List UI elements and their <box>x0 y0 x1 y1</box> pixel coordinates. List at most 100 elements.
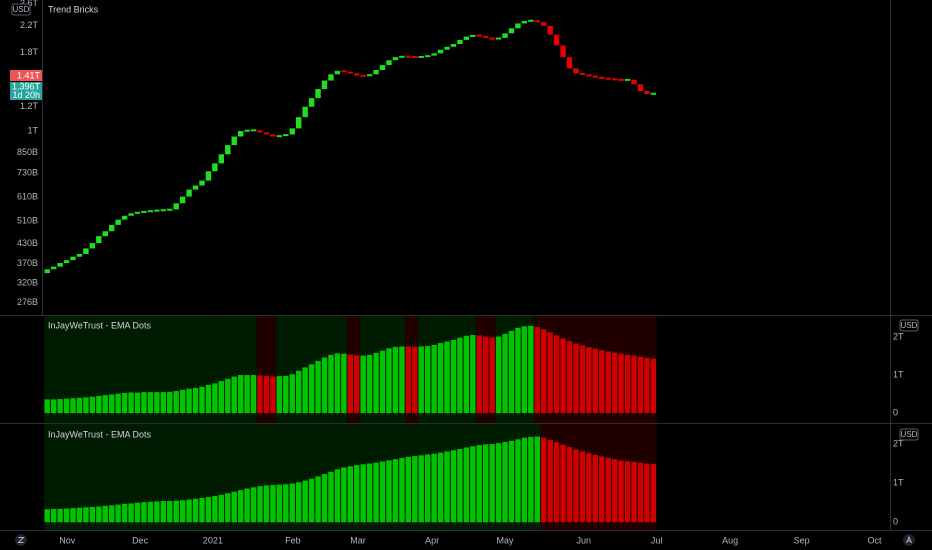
bar <box>225 378 231 414</box>
brick <box>489 37 495 40</box>
brick <box>418 55 424 58</box>
brick <box>128 213 134 216</box>
bar <box>321 357 328 414</box>
bar <box>573 449 579 523</box>
x-tick-label: Jul <box>651 535 663 545</box>
bar <box>405 456 412 523</box>
bar <box>502 333 508 414</box>
bar <box>257 486 263 523</box>
bar <box>89 396 96 414</box>
brick <box>405 55 412 58</box>
brick <box>392 57 399 61</box>
bar <box>489 337 495 414</box>
bar <box>444 451 450 523</box>
signal-shade <box>205 316 212 423</box>
brick <box>96 236 102 244</box>
bar <box>63 398 70 414</box>
bar <box>644 463 650 523</box>
signal-shade <box>256 424 264 530</box>
bar <box>96 506 102 523</box>
brick <box>250 129 257 132</box>
brick <box>205 171 212 181</box>
signal-shade <box>82 316 90 423</box>
brick <box>379 65 386 71</box>
brick <box>328 74 334 81</box>
x-tick-label: Nov <box>59 535 76 545</box>
bar <box>650 358 657 414</box>
x-tick-label: 2021 <box>203 535 223 545</box>
y-tick-label: 1T <box>893 477 904 487</box>
signal-shade <box>224 316 231 423</box>
signal-shade <box>69 424 77 530</box>
bar <box>57 399 63 414</box>
bar <box>179 500 186 523</box>
brick <box>431 53 437 56</box>
bar <box>134 392 141 414</box>
y-tick-label: 850B <box>17 147 38 157</box>
signal-shade <box>269 316 277 423</box>
bar <box>392 459 399 523</box>
signal-shade <box>89 424 96 530</box>
bar <box>250 487 257 523</box>
bar <box>360 355 366 414</box>
brick <box>225 145 231 155</box>
brick <box>302 106 308 118</box>
bar <box>573 343 579 414</box>
brick <box>586 74 592 77</box>
brick <box>334 70 341 75</box>
bar <box>373 352 379 414</box>
bar <box>418 455 424 523</box>
brick <box>573 68 579 74</box>
bar <box>637 462 644 523</box>
signal-shade <box>179 316 186 423</box>
bar <box>141 392 147 414</box>
signal-shade <box>192 316 199 423</box>
signal-shade <box>76 424 83 530</box>
y-tick-label: 320B <box>17 277 38 287</box>
brick <box>482 35 489 38</box>
brick <box>63 260 70 264</box>
bar <box>412 346 418 414</box>
bar <box>605 351 611 414</box>
y-tick-label: 1.2T <box>20 101 39 111</box>
signal-shade <box>172 424 180 530</box>
bar <box>560 444 566 523</box>
bar <box>218 381 225 414</box>
brick <box>308 98 315 107</box>
bar <box>463 335 470 414</box>
bar <box>347 354 353 414</box>
bar <box>470 446 476 523</box>
x-tick-label: Jun <box>576 535 591 545</box>
signal-shade <box>127 316 135 423</box>
signal-shade <box>256 316 264 423</box>
bar <box>450 339 457 414</box>
bar <box>431 344 437 414</box>
brick <box>611 78 618 81</box>
price-tag-label: 1.396T <box>12 81 41 91</box>
signal-shade <box>250 316 257 423</box>
bar <box>360 464 366 523</box>
brick <box>289 128 295 135</box>
bar <box>541 437 547 523</box>
bar <box>521 326 528 414</box>
bar <box>218 494 225 523</box>
signal-shade <box>56 424 64 530</box>
signal-shade <box>218 424 225 530</box>
bar <box>495 336 502 414</box>
bar <box>373 462 379 523</box>
bar <box>108 505 115 523</box>
bar <box>244 375 250 414</box>
signal-shade <box>153 316 161 423</box>
signal-shade <box>147 424 154 530</box>
bar <box>63 508 70 523</box>
bar <box>508 440 515 523</box>
bar <box>205 497 212 523</box>
brick <box>341 70 347 73</box>
signal-shade <box>140 424 148 530</box>
bar <box>147 501 154 523</box>
bar <box>547 332 553 414</box>
brick <box>373 70 379 75</box>
brick <box>295 117 302 129</box>
y-tick-label: 2T <box>893 438 904 448</box>
auto-scale-button[interactable] <box>903 534 915 546</box>
